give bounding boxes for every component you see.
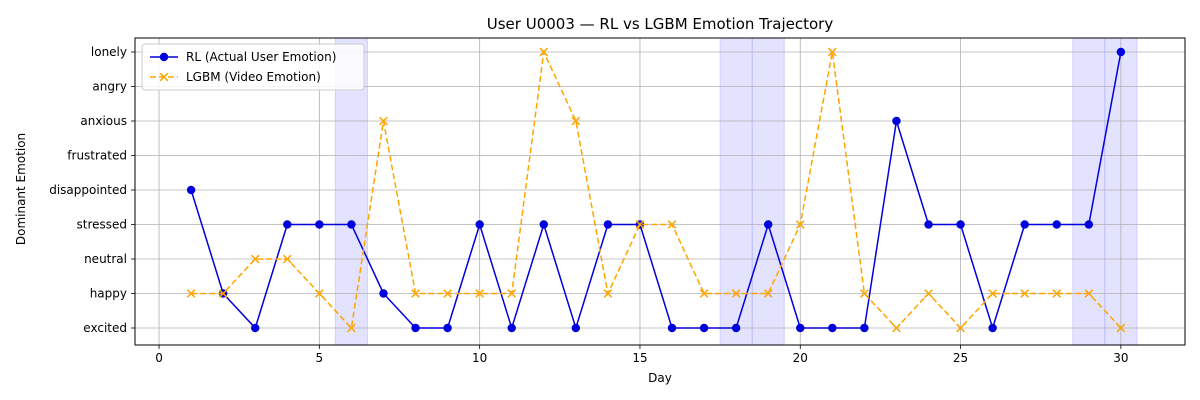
data-point (283, 220, 292, 229)
data-point (1052, 289, 1062, 298)
y-tick-label: excited (83, 321, 127, 335)
data-point (956, 323, 965, 333)
data-point (699, 323, 709, 333)
data-point (1084, 289, 1094, 298)
data-point (571, 116, 581, 126)
data-point (411, 289, 420, 298)
data-point (603, 220, 613, 229)
data-point (1084, 220, 1094, 229)
series-layer (186, 47, 1126, 333)
data-point (507, 323, 516, 333)
data-point (539, 47, 549, 57)
data-point (315, 289, 324, 298)
data-point (1020, 289, 1030, 298)
data-point (988, 323, 997, 333)
data-point (315, 220, 324, 229)
data-point (988, 289, 997, 298)
data-point (731, 289, 741, 298)
data-point (635, 220, 645, 229)
y-tick-label: frustrated (67, 149, 127, 163)
x-tick-label: 30 (1113, 351, 1128, 365)
data-point (860, 323, 869, 333)
data-point (924, 220, 933, 229)
legend-label: RL (Actual User Emotion) (186, 50, 336, 64)
y-axis-label: Dominant Emotion (14, 133, 28, 245)
highlight-band-1 (719, 37, 753, 346)
data-point (956, 220, 965, 229)
highlight-band-3 (1072, 37, 1106, 346)
data-point (924, 289, 933, 298)
data-point (347, 323, 356, 333)
y-axis-ticks: excited happy neutral stressed disappointed f… (49, 45, 135, 335)
x-tick-label: 20 (793, 351, 808, 365)
data-point (251, 323, 260, 333)
data-point (1116, 323, 1126, 333)
data-point (186, 289, 196, 298)
x-tick-label: 15 (632, 351, 647, 365)
legend-box (141, 43, 365, 91)
data-point (539, 220, 548, 229)
legend-label: LGBM (Video Emotion) (186, 70, 321, 84)
y-tick-label: happy (90, 287, 127, 301)
y-tick-label: anxious (80, 114, 127, 128)
data-point (443, 323, 452, 333)
y-tick-label: neutral (84, 252, 127, 266)
data-point (347, 220, 356, 229)
x-axis-label: Day (648, 371, 672, 385)
x-tick-label: 25 (953, 351, 968, 365)
series-line (190, 51, 1122, 331)
data-point (892, 116, 901, 126)
data-point (763, 289, 773, 298)
data-point (475, 289, 484, 298)
data-point (667, 323, 677, 333)
data-point (603, 289, 613, 298)
data-point (828, 323, 837, 333)
highlight-band-2 (751, 37, 785, 346)
plot-frame (134, 37, 1186, 346)
data-point (796, 323, 805, 333)
data-point (379, 116, 388, 126)
y-tick-label: lonely (91, 45, 127, 59)
x-tick-label: 0 (155, 351, 163, 365)
series-line (191, 49, 1122, 330)
x-axis-ticks: 0 5 10 15 20 25 30 (155, 345, 1129, 365)
data-point (892, 323, 901, 333)
y-tick-label: stressed (76, 218, 127, 232)
legend: RL (Actual User Emotion) LGBM (Video Emot… (141, 43, 365, 91)
y-tick-label: angry (92, 80, 127, 94)
data-point (218, 289, 228, 298)
data-point (411, 323, 420, 333)
data-point (571, 323, 581, 333)
data-point (1020, 220, 1029, 229)
data-point (795, 220, 805, 229)
data-point (1116, 47, 1126, 57)
data-point (1052, 220, 1061, 229)
data-point (475, 220, 484, 229)
data-point (667, 220, 677, 229)
x-tick-label: 10 (472, 351, 487, 365)
y-tick-label: disappointed (49, 183, 127, 197)
data-point (731, 323, 741, 333)
series-lgbm (186, 47, 1126, 333)
data-point (827, 47, 837, 57)
chart-title: User U0003 — RL vs LGBM Emotion Trajecto… (487, 15, 834, 33)
data-point (443, 289, 452, 298)
data-point (699, 289, 709, 298)
data-point (860, 289, 869, 298)
data-point (186, 185, 196, 195)
data-point (764, 220, 773, 229)
legend-marker (159, 52, 169, 62)
legend-marker (159, 72, 169, 82)
data-point (282, 254, 292, 264)
data-point (507, 289, 517, 298)
data-point (379, 289, 388, 298)
x-tick-label: 5 (316, 351, 324, 365)
data-point (250, 254, 260, 264)
